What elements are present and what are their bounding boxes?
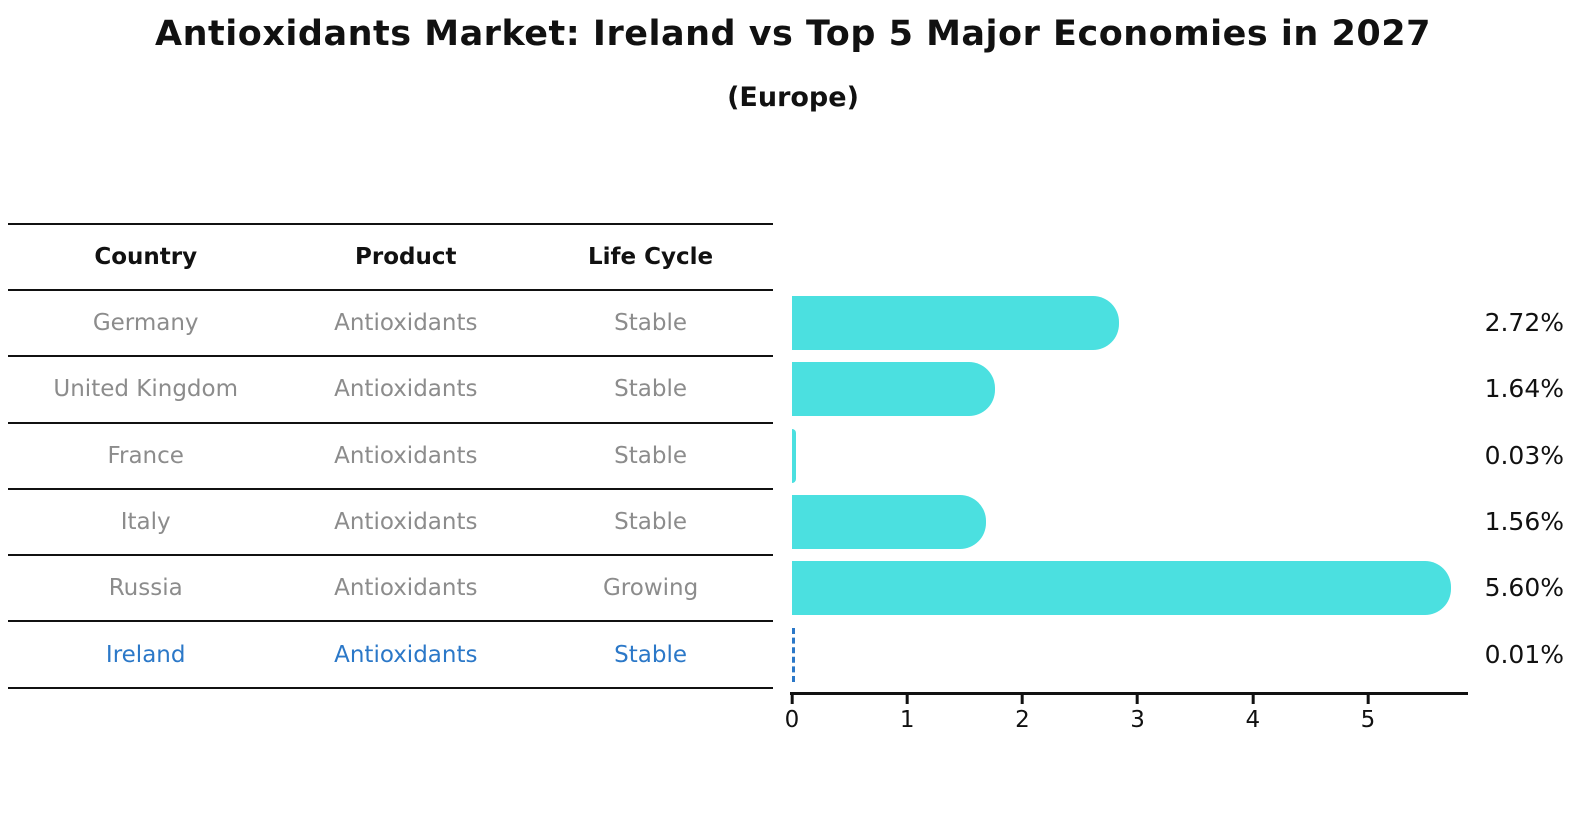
chart-subtitle: (Europe) [727, 82, 859, 113]
x-tick: 2 [1015, 695, 1030, 733]
tick-mark [1251, 695, 1255, 704]
table-row: France Antioxidants Stable [8, 424, 773, 490]
x-tick-label: 4 [1245, 707, 1261, 733]
table-row: Italy Antioxidants Stable [8, 490, 773, 557]
cell-country: Germany [92, 310, 199, 337]
x-tick-label: 1 [899, 707, 915, 733]
tick-mark [1020, 695, 1024, 704]
bar-row: 1.64% [792, 362, 1586, 417]
header-life-cycle: Life Cycle [588, 244, 714, 270]
bar-united-kingdom [792, 362, 995, 417]
bar-row: 0.03% [792, 428, 1586, 483]
table-row: United Kingdom Antioxidants Stable [8, 357, 773, 424]
bar-value-label: 1.56% [1484, 507, 1564, 537]
bar-value-label: 0.03% [1484, 440, 1564, 470]
cell-country: United Kingdom [53, 376, 238, 403]
tick-mark [790, 695, 794, 704]
x-tick: 4 [1245, 695, 1260, 733]
tick-mark [1366, 695, 1370, 704]
bar-value-label: 5.60% [1484, 573, 1564, 603]
bar-row: 0.01% [792, 627, 1586, 682]
x-tick-label: 2 [1015, 707, 1030, 733]
cell-country: France [107, 442, 184, 469]
x-tick-label: 5 [1360, 707, 1376, 733]
cell-life-cycle: Stable [614, 509, 688, 536]
x-tick: 3 [1130, 695, 1145, 733]
table-row: Germany Antioxidants Stable [8, 291, 773, 358]
table-row-ireland: Ireland Antioxidants Stable [8, 622, 773, 689]
x-tick: 5 [1360, 695, 1376, 733]
table-header-row: Country Product Life Cycle [8, 225, 773, 291]
cell-product: Antioxidants [334, 376, 478, 403]
tick-mark [905, 695, 909, 704]
x-tick-label: 0 [784, 707, 800, 733]
bar-row: 1.56% [792, 495, 1586, 550]
bar-value-label: 1.64% [1484, 374, 1564, 404]
table-row: Russia Antioxidants Growing [8, 556, 773, 623]
x-tick: 0 [784, 695, 800, 733]
tick-mark [1136, 695, 1140, 704]
cell-life-cycle: Stable [614, 442, 688, 469]
bar-france [792, 428, 796, 483]
bar-russia [792, 561, 1452, 616]
cell-product: Antioxidants [334, 442, 478, 469]
bar-germany [792, 296, 1120, 351]
cell-country: Russia [108, 575, 183, 602]
bar-row: 2.72% [792, 296, 1586, 351]
x-axis [790, 692, 1468, 695]
chart-title: Antioxidants Market: Ireland vs Top 5 Ma… [155, 14, 1431, 54]
bar-value-label: 2.72% [1484, 308, 1564, 338]
country-table: Country Product Life Cycle Germany Antio… [8, 223, 773, 689]
bar-value-label: 0.01% [1484, 639, 1564, 669]
cell-country: Ireland [105, 641, 186, 668]
cell-product: Antioxidants [334, 641, 478, 668]
bar-italy [792, 495, 986, 550]
cell-product: Antioxidants [334, 509, 478, 536]
cell-life-cycle: Stable [614, 641, 688, 668]
cell-country: Italy [120, 509, 171, 536]
cell-product: Antioxidants [334, 575, 478, 602]
bar-row: 5.60% [792, 561, 1586, 616]
bar-ireland [792, 627, 795, 682]
header-product: Product [355, 244, 457, 270]
x-tick: 1 [900, 695, 915, 733]
cell-life-cycle: Growing [602, 575, 699, 602]
cell-product: Antioxidants [334, 310, 478, 337]
cell-life-cycle: Stable [614, 310, 688, 337]
cell-life-cycle: Stable [614, 376, 688, 403]
x-tick-label: 3 [1130, 707, 1145, 733]
header-country: Country [94, 244, 198, 270]
